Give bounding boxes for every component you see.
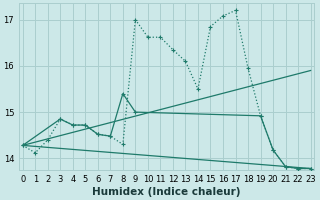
- X-axis label: Humidex (Indice chaleur): Humidex (Indice chaleur): [92, 187, 241, 197]
